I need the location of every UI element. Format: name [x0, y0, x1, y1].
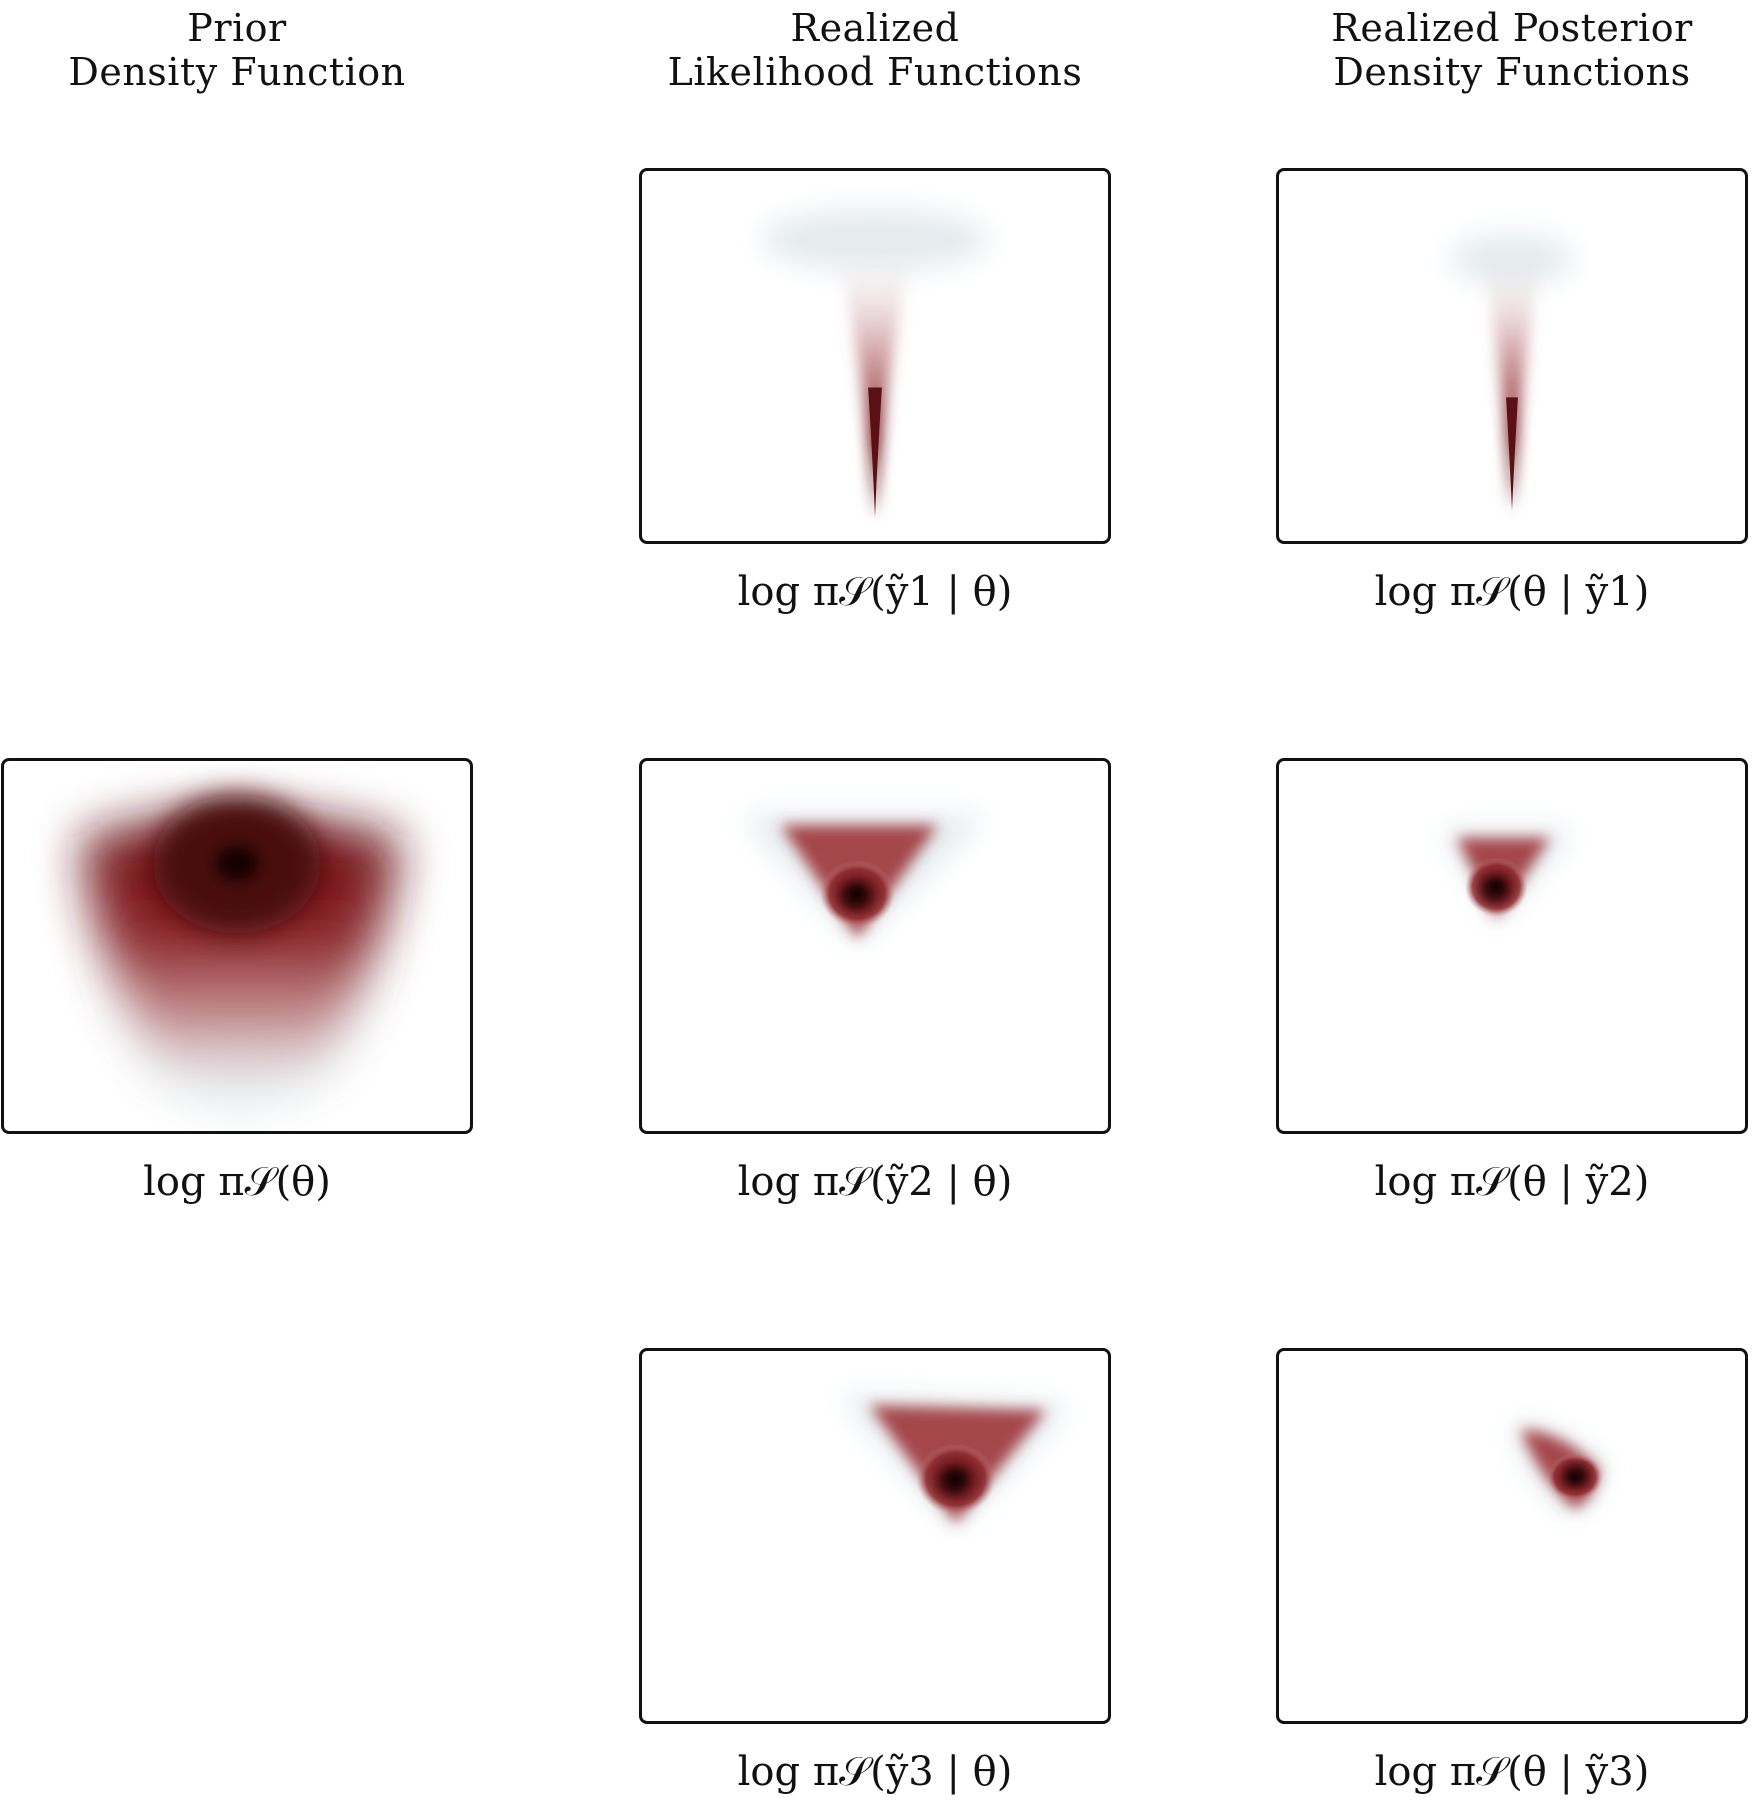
caption-likelihood-3: log π𝒮(ỹ3 | θ) [615, 1748, 1135, 1796]
caption-posterior-1-text: log π𝒮(θ | ỹ1) [1374, 569, 1650, 615]
caption-posterior-2-text: log π𝒮(θ | ỹ2) [1374, 1159, 1650, 1205]
likelihood-1-fan [761, 208, 989, 272]
caption-likelihood-2: log π𝒮(ỹ2 | θ) [615, 1158, 1135, 1206]
likelihood-plot-3 [639, 1348, 1111, 1724]
likelihood-3-mode [943, 1473, 964, 1491]
header-likelihood-line2: Likelihood Functions [667, 50, 1083, 94]
likelihood-2-mode [845, 887, 866, 906]
posterior-2-mode [1485, 882, 1504, 898]
header-prior: Prior Density Function [0, 6, 497, 94]
header-prior-line2: Density Function [68, 50, 406, 94]
likelihood-plot-1 [639, 168, 1111, 544]
likelihood-3-svg [839, 1395, 1071, 1529]
caption-posterior-3: log π𝒮(θ | ỹ3) [1252, 1748, 1752, 1796]
header-prior-line1: Prior [187, 6, 287, 50]
posterior-1-svg [1450, 233, 1574, 511]
caption-posterior-2: log π𝒮(θ | ỹ2) [1252, 1158, 1752, 1206]
caption-likelihood-3-text: log π𝒮(ỹ3 | θ) [737, 1749, 1013, 1795]
posterior-1-funnel [1484, 264, 1540, 511]
header-posterior: Realized Posterior Density Functions [1252, 6, 1752, 94]
posterior-plot-3 [1276, 1348, 1748, 1724]
caption-posterior-3-text: log π𝒮(θ | ỹ3) [1374, 1749, 1650, 1795]
header-likelihood-line1: Realized [790, 6, 960, 50]
caption-posterior-1: log π𝒮(θ | ỹ1) [1252, 568, 1752, 616]
posterior-plot-1 [1276, 168, 1748, 544]
caption-likelihood-2-text: log π𝒮(ỹ2 | θ) [737, 1159, 1013, 1205]
posterior-plot-2 [1276, 758, 1748, 1134]
caption-prior-text: log π𝒮(θ) [143, 1159, 331, 1205]
caption-likelihood-1: log π𝒮(ỹ1 | θ) [615, 568, 1135, 616]
prior-density-plot [1, 758, 473, 1134]
likelihood-1-spine [868, 387, 882, 518]
likelihood-plot-2 [639, 758, 1111, 1134]
posterior-1-fan [1450, 233, 1574, 286]
likelihood-1-svg [761, 208, 989, 518]
posterior-1-spine [1506, 397, 1518, 511]
caption-likelihood-1-text: log π𝒮(ỹ1 | θ) [737, 569, 1013, 615]
prior-mode [215, 845, 259, 882]
likelihood-2-svg [741, 815, 988, 944]
caption-prior: log π𝒮(θ) [0, 1158, 497, 1206]
posterior-2-svg [1442, 829, 1575, 924]
prior-density-svg [73, 795, 409, 1111]
posterior-3-svg [1511, 1424, 1605, 1514]
header-posterior-line1: Realized Posterior [1331, 6, 1693, 50]
header-likelihood: Realized Likelihood Functions [615, 6, 1135, 94]
header-posterior-line2: Density Functions [1333, 50, 1691, 94]
posterior-3-mode [1569, 1468, 1585, 1482]
